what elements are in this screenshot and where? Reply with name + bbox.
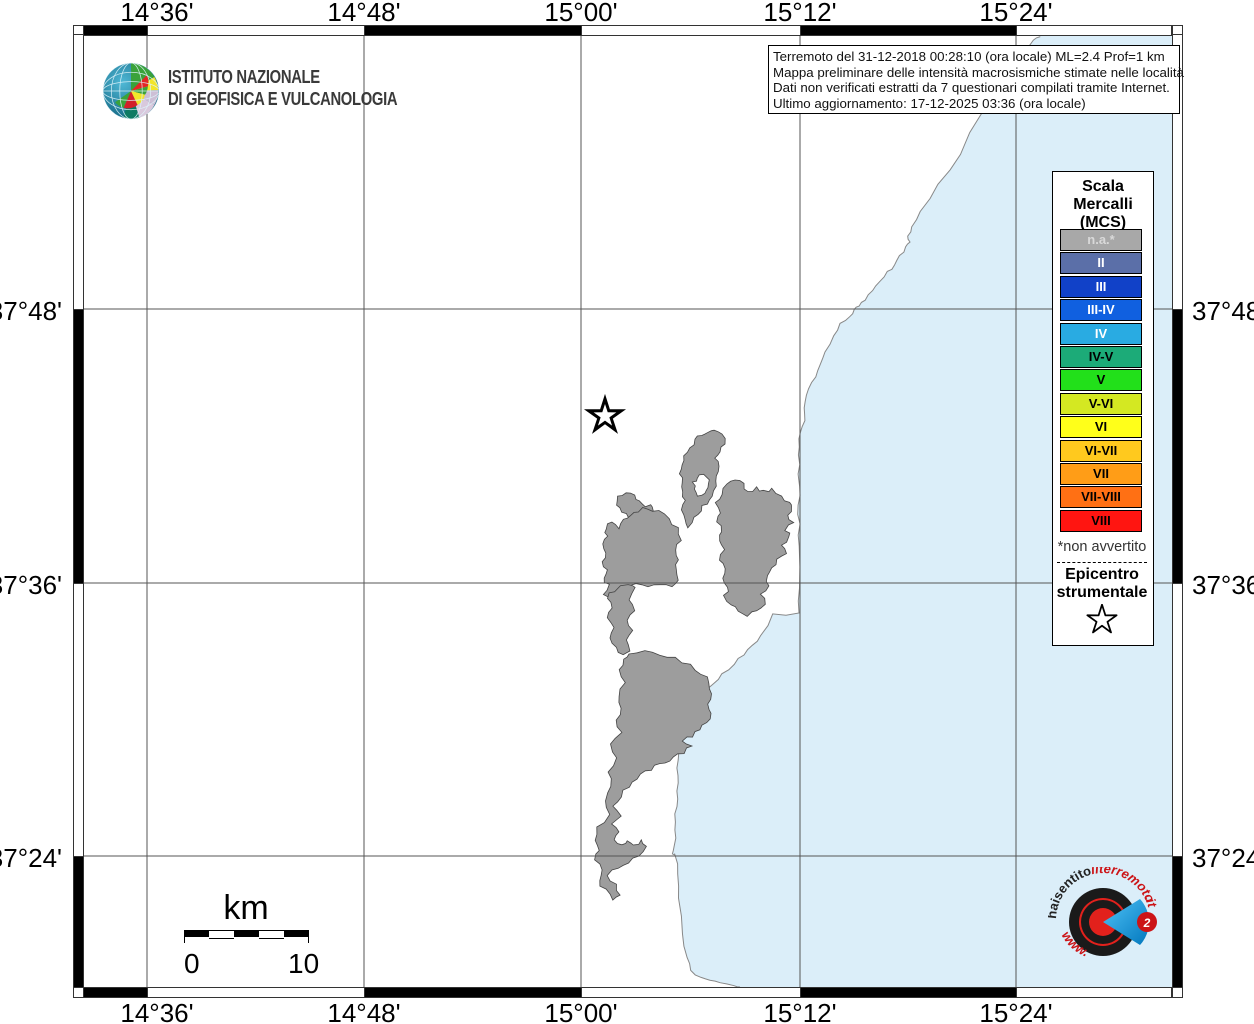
svg-text:2: 2 — [1143, 916, 1151, 930]
